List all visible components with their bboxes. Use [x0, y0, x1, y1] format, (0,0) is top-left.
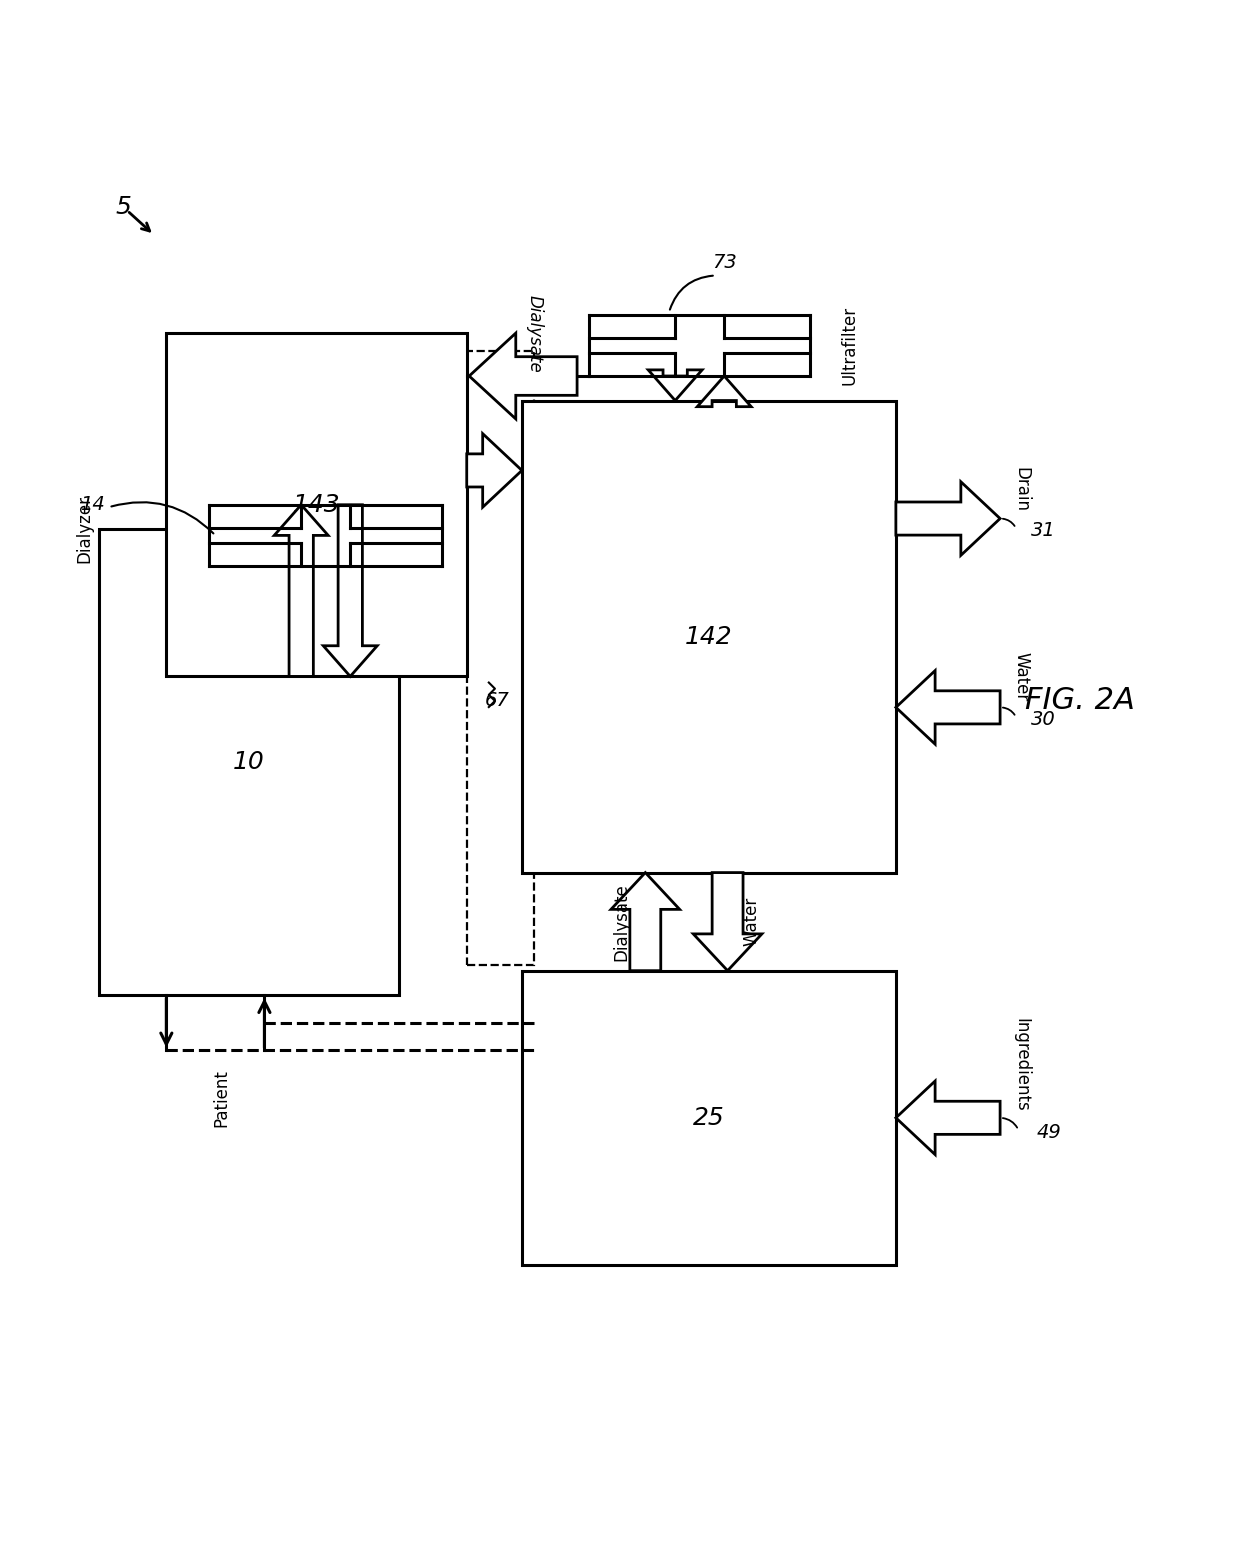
Bar	[522, 401, 895, 872]
Polygon shape	[693, 872, 761, 971]
Text: Drain: Drain	[1012, 468, 1030, 513]
Text: Ultrafilter: Ultrafilter	[841, 305, 859, 384]
Text: 142: 142	[684, 624, 733, 649]
Polygon shape	[697, 376, 751, 407]
Text: Dialysate: Dialysate	[613, 883, 631, 960]
Polygon shape	[649, 370, 702, 401]
Polygon shape	[324, 505, 377, 677]
Text: 25: 25	[693, 1106, 724, 1129]
Text: 31: 31	[1030, 522, 1055, 541]
Bar	[522, 971, 895, 1266]
Text: 14: 14	[81, 496, 105, 514]
Polygon shape	[274, 505, 329, 677]
Text: 49: 49	[1037, 1123, 1061, 1142]
Text: Ingredients: Ingredients	[1012, 1018, 1030, 1112]
Polygon shape	[611, 872, 680, 971]
Text: 143: 143	[293, 493, 340, 517]
Text: 30: 30	[1030, 709, 1055, 730]
Bar	[466, 352, 534, 965]
Text: Dialysate: Dialysate	[526, 294, 543, 372]
Polygon shape	[895, 671, 1001, 744]
Text: Water: Water	[743, 897, 760, 946]
Polygon shape	[895, 482, 1001, 556]
Text: 67: 67	[485, 691, 510, 711]
Text: 5: 5	[115, 195, 131, 218]
Text: Water: Water	[1012, 652, 1030, 702]
Text: 73: 73	[712, 252, 737, 271]
Bar	[166, 333, 466, 677]
Text: FIG. 2A: FIG. 2A	[1024, 686, 1135, 716]
Polygon shape	[469, 333, 577, 418]
Polygon shape	[895, 1081, 1001, 1154]
Polygon shape	[466, 434, 522, 507]
Text: Patient: Patient	[212, 1069, 231, 1126]
Text: 10: 10	[233, 750, 265, 774]
Text: Dialyzer: Dialyzer	[76, 496, 93, 564]
Bar	[99, 530, 399, 994]
